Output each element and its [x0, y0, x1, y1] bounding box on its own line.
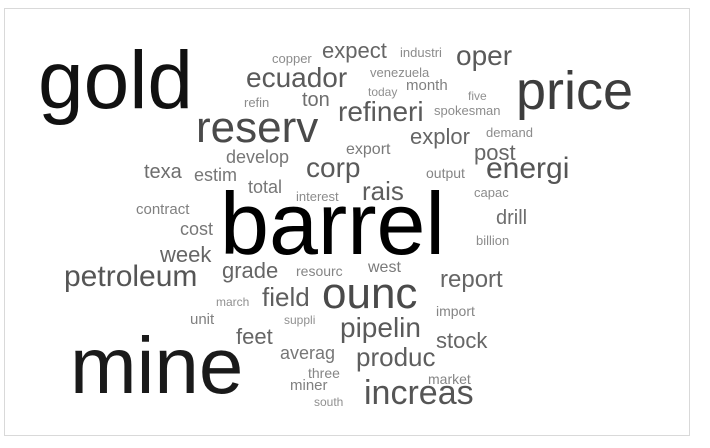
word-barrel: barrel: [220, 174, 445, 273]
word-five: five: [468, 89, 487, 103]
word-energi: energi: [486, 152, 570, 185]
word-west: west: [368, 259, 401, 276]
word-refin: refin: [244, 95, 270, 110]
word-spokesman: spokesman: [434, 103, 501, 118]
word-market: market: [428, 371, 471, 387]
word-petroleum: petroleum: [64, 260, 198, 293]
word-capac: capac: [474, 185, 509, 200]
word-stock: stock: [436, 328, 488, 353]
word-import: import: [436, 303, 475, 319]
word-output: output: [426, 165, 465, 181]
word-estim: estim: [194, 165, 238, 185]
word-contract: contract: [136, 201, 190, 218]
word-report: report: [440, 266, 503, 293]
word-resourc: resourc: [296, 263, 343, 279]
word-produc: produc: [356, 342, 436, 372]
word-ecuador: ecuador: [246, 62, 348, 93]
word-oper: oper: [456, 40, 513, 71]
word-week: week: [160, 242, 212, 267]
word-explor: explor: [410, 124, 470, 149]
word-copper: copper: [272, 51, 312, 66]
word-pipelin: pipelin: [340, 312, 421, 343]
word-three: three: [308, 365, 340, 381]
word-develop: develop: [226, 147, 290, 167]
word-ton: ton: [302, 89, 330, 111]
word-price: price: [516, 61, 634, 121]
word-unit: unit: [190, 311, 215, 328]
word-miner: miner: [290, 377, 328, 394]
word-ounc: ounc: [322, 269, 418, 318]
word-month: month: [406, 77, 448, 94]
word-rais: rais: [362, 176, 404, 206]
word-industri: industri: [400, 45, 442, 60]
word-feet: feet: [236, 324, 273, 349]
word-grade: grade: [222, 258, 279, 283]
word-cost: cost: [180, 219, 214, 239]
word-billion: billion: [476, 233, 510, 248]
word-drill: drill: [496, 207, 528, 229]
word-expect: expect: [322, 38, 387, 63]
word-averag: averag: [280, 343, 336, 363]
word-refineri: refineri: [338, 96, 424, 127]
word-gold: gold: [38, 35, 194, 126]
word-reserv: reserv: [196, 103, 319, 152]
word-total: total: [248, 177, 283, 197]
word-texa: texa: [144, 161, 182, 183]
word-field: field: [262, 282, 310, 312]
word-corp: corp: [306, 152, 361, 183]
word-south: south: [314, 395, 344, 409]
word-cloud-frame: [4, 8, 690, 436]
word-demand: demand: [486, 125, 533, 140]
word-today: today: [368, 85, 398, 99]
word-post: post: [474, 140, 516, 165]
word-suppli: suppli: [284, 313, 316, 327]
word-export: export: [346, 141, 391, 158]
word-mine: mine: [70, 321, 244, 410]
word-interest: interest: [296, 189, 339, 204]
word-increas: increas: [364, 374, 474, 412]
word-march: march: [216, 295, 250, 309]
word-venezuela: venezuela: [370, 65, 430, 80]
